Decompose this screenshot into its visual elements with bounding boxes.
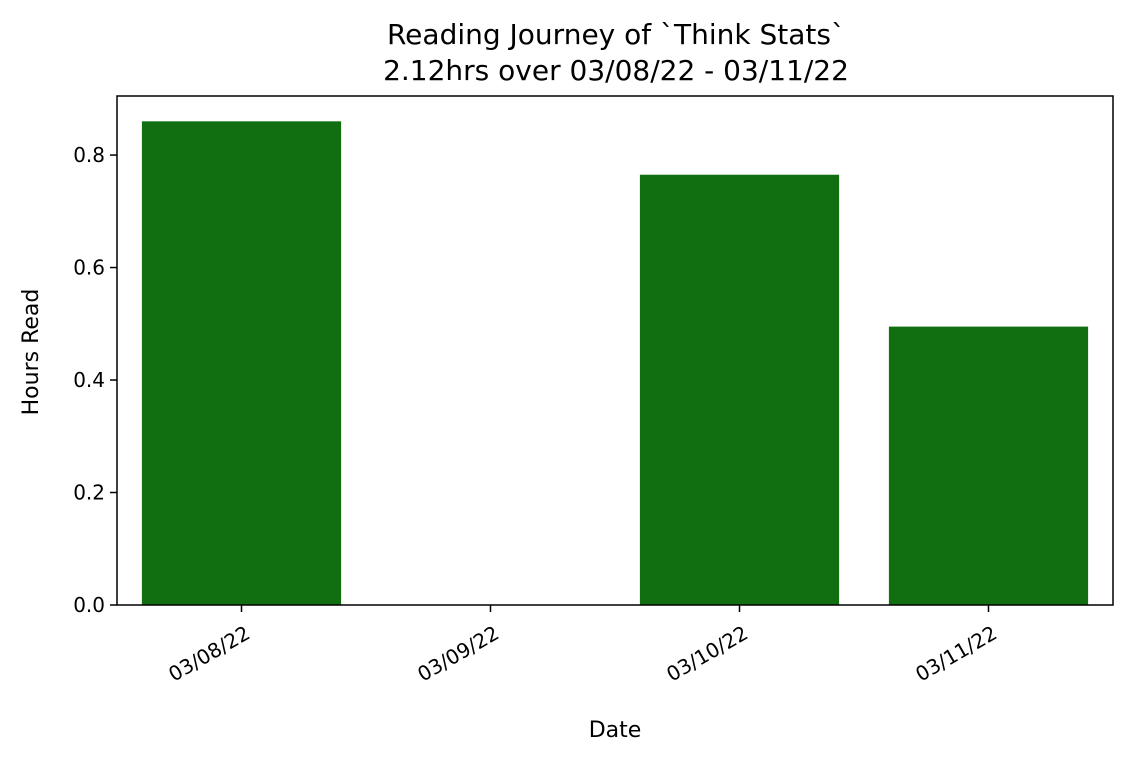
y-tick-label: 0.2 xyxy=(73,481,105,505)
y-axis: 0.0 0.2 0.4 0.6 0.8 xyxy=(73,143,117,617)
bar-series xyxy=(141,121,1089,606)
bar-03-11-22 xyxy=(888,326,1089,605)
plot-area-frame xyxy=(116,95,1114,606)
y-axis-label: Hours Read xyxy=(19,289,44,416)
chart-title: Reading Journey of `Think Stats` xyxy=(387,18,845,51)
bar-03-10-22 xyxy=(639,174,840,606)
bar-03-08-22 xyxy=(141,121,342,605)
y-tick-label: 0.4 xyxy=(73,368,105,392)
x-axis-label: Date xyxy=(589,718,642,743)
y-tick-label: 0.8 xyxy=(73,143,105,167)
chart-subtitle: 2.12hrs over 03/08/22 - 03/11/22 xyxy=(383,54,849,87)
y-tick-label: 0.6 xyxy=(73,256,105,280)
y-tick-label: 0.0 xyxy=(73,593,105,617)
